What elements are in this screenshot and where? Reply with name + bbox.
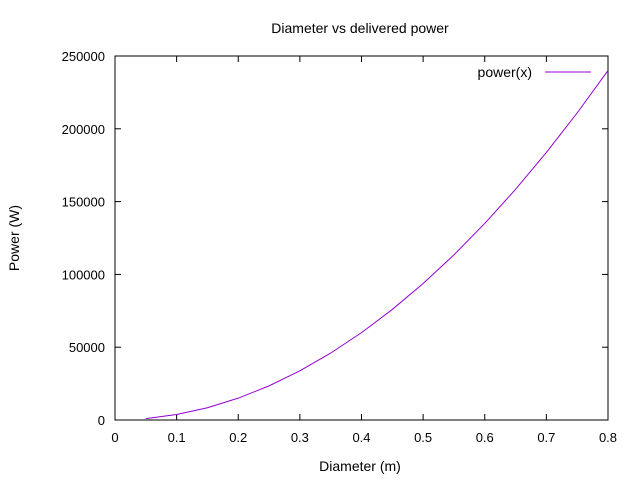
legend: power(x) xyxy=(478,64,591,80)
x-tick-label: 0.6 xyxy=(476,430,494,445)
y-tick-label: 200000 xyxy=(62,122,105,137)
series-layer xyxy=(145,70,609,420)
y-tick-label: 50000 xyxy=(69,340,105,355)
x-tick-label: 0.3 xyxy=(291,430,309,445)
x-tick-label: 0.5 xyxy=(414,430,432,445)
legend-label-power: power(x) xyxy=(478,64,532,80)
x-tick-label: 0 xyxy=(111,430,118,445)
y-tick-label: 0 xyxy=(98,413,105,428)
x-axis-label: Diameter (m) xyxy=(319,458,401,474)
series-line-power xyxy=(145,70,609,420)
x-axis: 0 0.1 0.2 0.3 0.4 0.5 0.6 0.7 0.8 xyxy=(111,56,617,445)
x-tick-label: 0.1 xyxy=(168,430,186,445)
y-axis-label: Power (W) xyxy=(6,205,22,271)
x-tick-label: 0.8 xyxy=(599,430,617,445)
chart-title: Diameter vs delivered power xyxy=(271,20,449,36)
x-tick-label: 0.4 xyxy=(352,430,370,445)
x-tick-label: 0.7 xyxy=(537,430,555,445)
plot-area-border xyxy=(114,55,609,421)
x-tick-label: 0.2 xyxy=(229,430,247,445)
y-tick-label: 150000 xyxy=(62,195,105,210)
y-axis: 0 50000 100000 150000 200000 250000 xyxy=(62,49,608,428)
y-tick-label: 250000 xyxy=(62,49,105,64)
y-tick-label: 100000 xyxy=(62,267,105,282)
